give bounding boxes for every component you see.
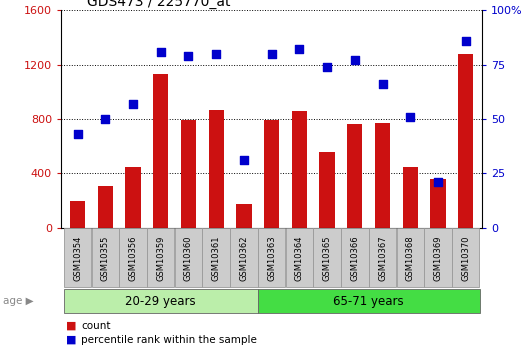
Point xyxy=(156,49,165,55)
Text: GSM10363: GSM10363 xyxy=(267,235,276,281)
Text: GSM10366: GSM10366 xyxy=(350,235,359,281)
Bar xyxy=(98,186,113,228)
FancyBboxPatch shape xyxy=(230,228,258,287)
Point xyxy=(350,58,359,63)
Text: GSM10364: GSM10364 xyxy=(295,235,304,280)
FancyBboxPatch shape xyxy=(452,228,480,287)
Point xyxy=(323,64,331,70)
Point xyxy=(73,131,82,137)
Bar xyxy=(209,109,224,228)
Text: GDS473 / 225770_at: GDS473 / 225770_at xyxy=(87,0,231,9)
FancyBboxPatch shape xyxy=(258,288,480,313)
Text: GSM10360: GSM10360 xyxy=(184,235,193,280)
Bar xyxy=(403,167,418,228)
Text: 20-29 years: 20-29 years xyxy=(126,295,196,307)
Text: GSM10356: GSM10356 xyxy=(128,235,137,280)
Bar xyxy=(292,111,307,228)
Bar xyxy=(181,120,196,228)
Bar xyxy=(264,120,279,228)
Text: GSM10370: GSM10370 xyxy=(461,235,470,280)
FancyBboxPatch shape xyxy=(64,288,258,313)
Point xyxy=(101,116,110,122)
FancyBboxPatch shape xyxy=(64,228,91,287)
Text: GSM10369: GSM10369 xyxy=(434,235,443,280)
Bar xyxy=(126,167,140,228)
Text: GSM10365: GSM10365 xyxy=(323,235,332,280)
Point xyxy=(184,53,193,59)
Text: GSM10367: GSM10367 xyxy=(378,235,387,281)
FancyBboxPatch shape xyxy=(313,228,341,287)
FancyBboxPatch shape xyxy=(341,228,368,287)
Text: GSM10355: GSM10355 xyxy=(101,235,110,280)
Text: GSM10362: GSM10362 xyxy=(240,235,249,280)
FancyBboxPatch shape xyxy=(92,228,119,287)
Point xyxy=(378,81,387,87)
Text: ■: ■ xyxy=(66,335,77,345)
Point xyxy=(129,101,137,107)
Point xyxy=(267,51,276,57)
Bar xyxy=(375,123,390,228)
Point xyxy=(462,38,470,43)
Text: percentile rank within the sample: percentile rank within the sample xyxy=(81,335,257,345)
FancyBboxPatch shape xyxy=(369,228,396,287)
FancyBboxPatch shape xyxy=(147,228,174,287)
Bar xyxy=(70,200,85,228)
Bar xyxy=(153,74,169,228)
Bar xyxy=(236,204,252,228)
FancyBboxPatch shape xyxy=(286,228,313,287)
Text: age ▶: age ▶ xyxy=(3,296,33,306)
Bar xyxy=(458,54,473,228)
Bar xyxy=(347,125,363,228)
FancyBboxPatch shape xyxy=(175,228,202,287)
FancyBboxPatch shape xyxy=(119,228,147,287)
Point xyxy=(295,47,304,52)
Text: GSM10368: GSM10368 xyxy=(406,235,415,281)
Point xyxy=(434,179,442,185)
Point xyxy=(406,114,414,120)
Text: count: count xyxy=(81,321,111,331)
Point xyxy=(240,158,248,163)
Bar xyxy=(430,179,446,228)
FancyBboxPatch shape xyxy=(424,228,452,287)
Text: GSM10354: GSM10354 xyxy=(73,235,82,280)
FancyBboxPatch shape xyxy=(202,228,230,287)
Text: 65-71 years: 65-71 years xyxy=(333,295,404,307)
Text: GSM10359: GSM10359 xyxy=(156,235,165,280)
FancyBboxPatch shape xyxy=(396,228,424,287)
Text: ■: ■ xyxy=(66,321,77,331)
Text: GSM10361: GSM10361 xyxy=(211,235,220,280)
Bar xyxy=(320,152,334,228)
FancyBboxPatch shape xyxy=(258,228,285,287)
Point xyxy=(212,51,220,57)
